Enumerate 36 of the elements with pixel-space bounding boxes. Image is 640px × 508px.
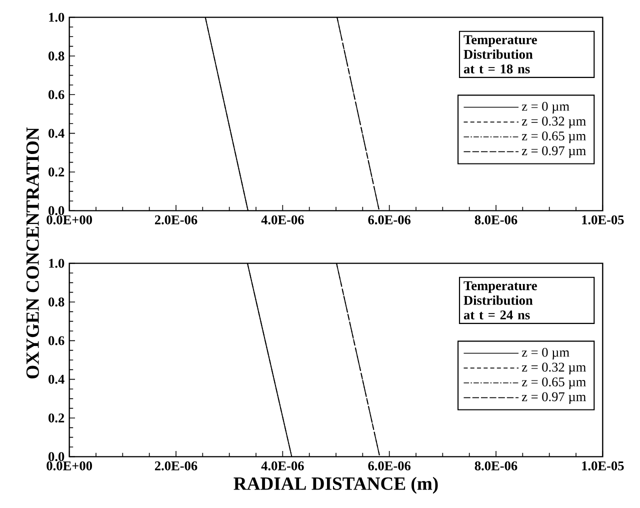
x-tick-label: 1.0E-05 — [582, 461, 624, 470]
x-tick-label: 4.0E-06 — [261, 461, 304, 470]
x-tick-label: 6.0E-06 — [368, 215, 411, 224]
y-tick-label: 0.8 — [48, 297, 64, 307]
y-tick-label: 0.4 — [48, 374, 64, 384]
legend-label: z = 0.97 µm — [522, 146, 586, 158]
legend-label: z = 0.65 µm — [522, 131, 586, 144]
x-tick-label: 8.0E-06 — [474, 215, 518, 224]
y-tick-label: 1.0 — [49, 258, 64, 268]
x-tick-label: 8.0E-06 — [474, 461, 518, 470]
legend-label: z = 0.65 µm — [522, 377, 586, 390]
y-tick-label: 0.6 — [48, 90, 64, 100]
x-tick-label: 6.0E-06 — [368, 461, 411, 470]
y-tick-label: 0.0 — [48, 452, 64, 462]
legend-title: Temperature Distribution at t = 24 ns — [464, 281, 537, 320]
x-tick-label: 2.0E-06 — [154, 461, 198, 470]
legend-label: z = 0.32 µm — [522, 116, 586, 128]
legend-label: z = 0 µm — [522, 348, 570, 360]
legend-label: z = 0.32 µm — [522, 362, 586, 374]
y-tick-label: 1.0 — [49, 12, 64, 22]
x-tick-label: 1.0E-05 — [582, 215, 624, 224]
y-tick-label: 0.0 — [48, 206, 64, 216]
y-tick-label: 0.2 — [48, 167, 64, 177]
x-axis-title: RADIAL DISTANCE (m) — [234, 476, 438, 494]
x-tick-label: 2.0E-06 — [154, 215, 198, 224]
y-tick-label: 0.2 — [48, 413, 64, 423]
legend-label: z = 0.97 µm — [522, 392, 586, 404]
y-tick-label: 0.6 — [48, 336, 64, 346]
legend-title: Temperature Distribution at t = 18 ns — [464, 35, 537, 74]
y-tick-label: 0.4 — [48, 128, 64, 138]
x-tick-label: 0.0E+00 — [46, 215, 92, 224]
x-tick-label: 0.0E+00 — [46, 461, 92, 470]
y-axis-title: OXYGEN CONCENTRATION — [26, 127, 39, 378]
y-tick-label: 0.8 — [48, 51, 64, 61]
legend-label: z = 0 µm — [522, 102, 570, 114]
x-tick-label: 4.0E-06 — [261, 215, 304, 224]
